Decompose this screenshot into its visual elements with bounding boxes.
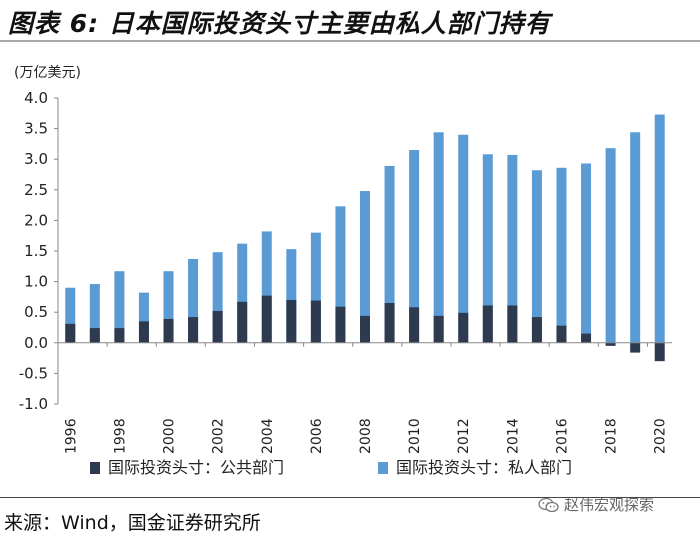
y-tick-label: 2.0 — [24, 211, 48, 229]
bar-public-2012 — [458, 312, 469, 343]
bar-private-2009 — [384, 165, 395, 343]
x-tick-label: 2002 — [211, 418, 227, 454]
bar-public-1997 — [89, 328, 100, 343]
y-tick-label: 3.0 — [24, 150, 48, 168]
bar-public-2020 — [654, 342, 665, 362]
bar-public-2006 — [310, 300, 321, 343]
bar-private-1996 — [65, 287, 76, 343]
x-tick-label: 2000 — [162, 418, 178, 454]
y-axis-unit-label: (万亿美元) — [14, 65, 81, 81]
legend-private-swatch — [378, 462, 388, 474]
bar-public-2016 — [556, 325, 567, 343]
y-axis: 4.0 3.5 3.0 2.5 2.0 1.5 1.0 0.5 0.0 -0.5 -1.0 — [19, 89, 58, 413]
bar-private-2003 — [237, 243, 248, 343]
source-note: 来源：Wind，国金证券研究所 — [4, 512, 261, 534]
bar-private-2019 — [630, 132, 641, 343]
chart-legend: 国际投资头寸：公共部门 国际投资头寸：私人部门 — [90, 458, 572, 477]
bar-private-2014 — [507, 154, 518, 343]
watermark-text: 赵伟宏观探索 — [564, 496, 655, 514]
bar-public-2002 — [212, 310, 223, 343]
footer-divider — [0, 497, 700, 498]
bar-private-2016 — [556, 167, 567, 343]
bar-private-2002 — [212, 252, 223, 343]
x-tick-label: 2006 — [309, 418, 325, 454]
x-tick-label: 2018 — [604, 418, 620, 454]
bar-private-2017 — [581, 163, 592, 343]
x-tick-label: 2020 — [653, 418, 669, 454]
bar-private-2005 — [286, 249, 297, 343]
y-tick-label: 1.5 — [24, 242, 48, 260]
bar-public-2004 — [261, 295, 272, 343]
bar-public-2013 — [482, 305, 493, 343]
watermark: 赵伟宏观探索 — [538, 494, 654, 515]
bar-public-1996 — [65, 323, 76, 343]
bar-private-2001 — [188, 258, 199, 343]
bar-public-1999 — [138, 321, 149, 343]
bar-private-2015 — [531, 170, 542, 343]
bar-private-2000 — [163, 271, 174, 343]
bar-private-1997 — [89, 284, 100, 343]
bar-private-2007 — [335, 206, 346, 343]
bar-public-2003 — [237, 301, 248, 343]
bar-private-1999 — [138, 292, 149, 343]
x-tick-label: 1996 — [63, 418, 79, 454]
bar-series-group — [65, 114, 665, 362]
bar-public-2011 — [433, 315, 444, 343]
bar-private-2020 — [654, 114, 665, 343]
x-tick-label: 1998 — [112, 418, 128, 454]
bar-public-2018 — [605, 342, 616, 346]
bar-public-2001 — [188, 317, 199, 343]
bar-public-2010 — [409, 307, 420, 343]
bar-public-2009 — [384, 303, 395, 343]
title-divider — [0, 40, 700, 42]
x-axis: 1996 1998 2000 2002 2004 2006 2008 2010 2012 2014… — [57, 342, 669, 454]
y-tick-label: 0.5 — [24, 303, 48, 321]
bar-private-1998 — [114, 271, 125, 343]
bar-public-1998 — [114, 328, 125, 343]
y-tick-label: 1.0 — [24, 273, 48, 291]
legend-public-label: 国际投资头寸：公共部门 — [108, 458, 284, 477]
legend-private-label: 国际投资头寸：私人部门 — [396, 458, 572, 477]
bar-public-2007 — [335, 306, 346, 343]
wechat-icon — [538, 497, 560, 513]
legend-public-swatch — [90, 462, 100, 474]
bar-public-2008 — [360, 315, 370, 343]
x-tick-label: 2012 — [456, 418, 472, 454]
bar-public-2015 — [531, 317, 542, 343]
bar-private-2011 — [433, 132, 444, 343]
x-tick-label: 2008 — [358, 418, 374, 454]
x-tick-label: 2014 — [505, 418, 521, 454]
bar-public-2014 — [507, 305, 518, 343]
bar-public-2019 — [630, 342, 641, 353]
x-tick-label: 2016 — [554, 418, 570, 454]
bar-private-2013 — [482, 154, 493, 343]
bar-private-2012 — [458, 134, 469, 343]
bar-public-2005 — [286, 299, 297, 343]
bar-private-2004 — [261, 231, 272, 343]
y-tick-label: 3.5 — [24, 120, 48, 138]
bar-private-2006 — [310, 232, 321, 343]
x-tick-label: 2004 — [260, 418, 276, 454]
bar-chart: (万亿美元) 4.0 3.5 3.0 2.5 2.0 1.5 1.0 0.5 0.0 -0.5 -1… — [14, 65, 672, 477]
x-tick-label: 2010 — [407, 418, 423, 454]
bar-private-2010 — [409, 150, 420, 343]
y-tick-label: -1.0 — [19, 395, 48, 413]
y-tick-label: 2.5 — [24, 181, 48, 199]
figure-title: 图表 6: 日本国际投资头寸主要由私人部门持有 — [8, 9, 551, 38]
axis-lines — [57, 98, 672, 404]
bar-public-2017 — [581, 333, 592, 343]
y-tick-label: 4.0 — [24, 89, 48, 107]
y-tick-label: -0.5 — [19, 364, 48, 382]
bar-private-2008 — [360, 191, 370, 343]
y-tick-label: 0.0 — [24, 334, 48, 352]
bar-public-2000 — [163, 318, 174, 343]
bar-private-2018 — [605, 148, 616, 343]
